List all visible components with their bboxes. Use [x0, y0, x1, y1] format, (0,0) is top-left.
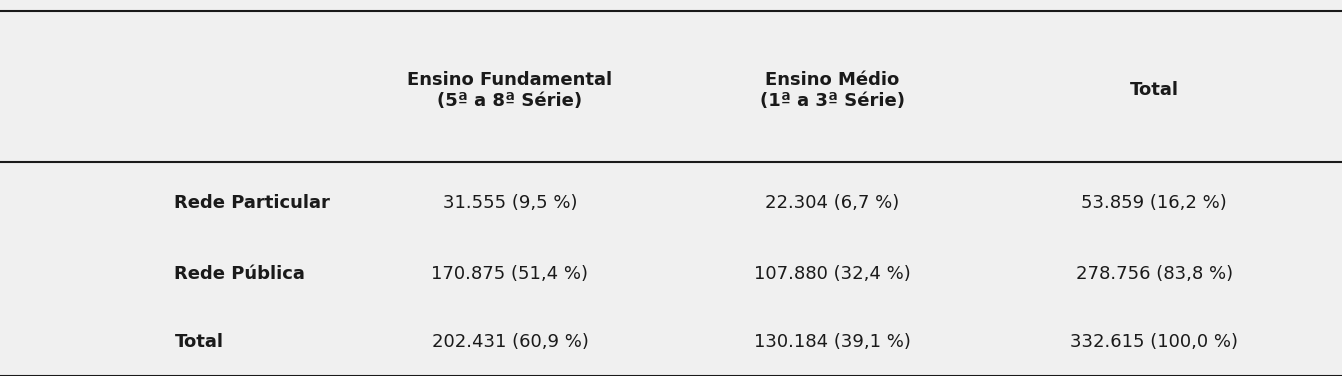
- Text: 332.615 (100,0 %): 332.615 (100,0 %): [1070, 333, 1239, 351]
- Text: 170.875 (51,4 %): 170.875 (51,4 %): [432, 265, 588, 284]
- Text: 107.880 (32,4 %): 107.880 (32,4 %): [754, 265, 910, 284]
- Text: 53.859 (16,2 %): 53.859 (16,2 %): [1082, 194, 1227, 212]
- Text: Ensino Médio
(1ª a 3ª Série): Ensino Médio (1ª a 3ª Série): [760, 71, 905, 110]
- Text: 22.304 (6,7 %): 22.304 (6,7 %): [765, 194, 899, 212]
- Text: 202.431 (60,9 %): 202.431 (60,9 %): [432, 333, 588, 351]
- Text: Ensino Fundamental
(5ª a 8ª Série): Ensino Fundamental (5ª a 8ª Série): [408, 71, 612, 110]
- Text: Rede Particular: Rede Particular: [174, 194, 330, 212]
- Text: 278.756 (83,8 %): 278.756 (83,8 %): [1075, 265, 1233, 284]
- Text: 31.555 (9,5 %): 31.555 (9,5 %): [443, 194, 577, 212]
- Text: 130.184 (39,1 %): 130.184 (39,1 %): [754, 333, 910, 351]
- Text: Rede Pública: Rede Pública: [174, 265, 306, 284]
- Text: Total: Total: [1130, 81, 1178, 99]
- Text: Total: Total: [174, 333, 224, 351]
